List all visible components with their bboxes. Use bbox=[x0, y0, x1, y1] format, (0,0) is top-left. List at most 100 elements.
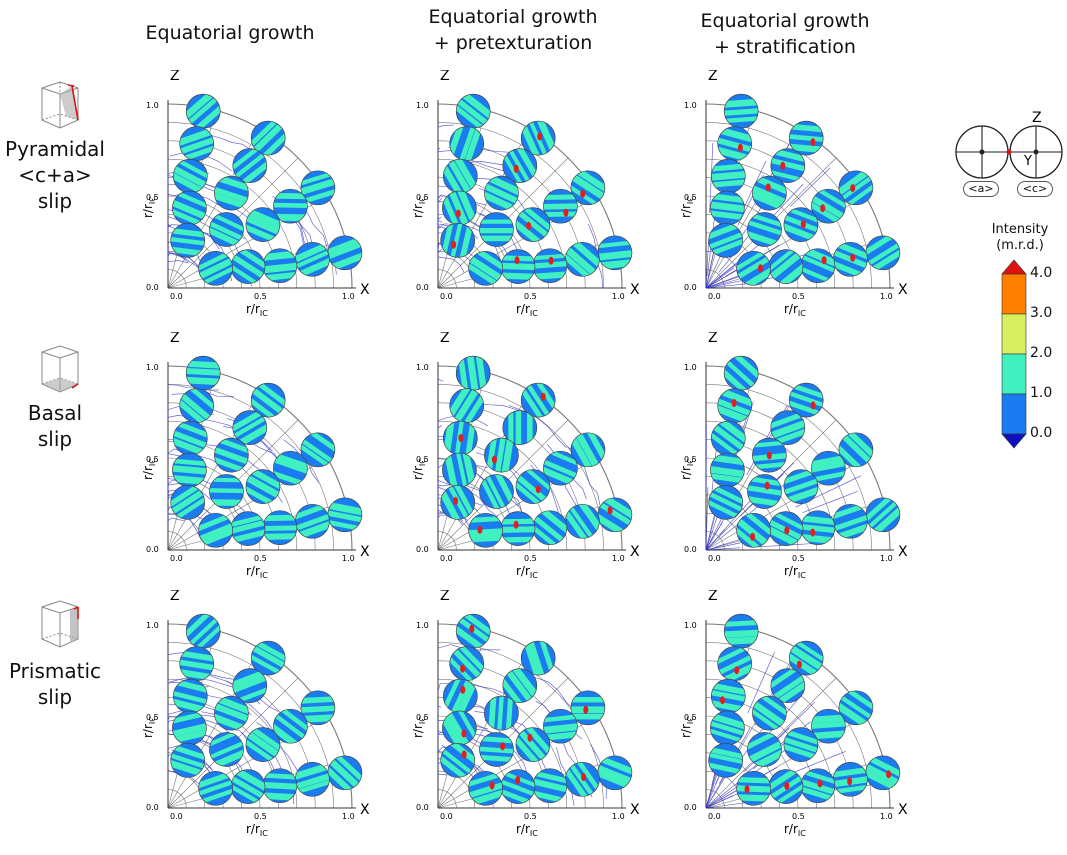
pf-key-c-label: <c> bbox=[1017, 181, 1053, 197]
x-tick-0: 0.0 bbox=[440, 292, 453, 301]
pf-key-z-label: Z bbox=[1032, 110, 1042, 126]
pole-figure bbox=[183, 356, 224, 390]
legend-title-line1: Intensity bbox=[975, 222, 1065, 238]
texture-maximum bbox=[526, 222, 531, 230]
column-title-2: Equatorial growth + pretexturation bbox=[393, 4, 633, 56]
x-axis-label: X bbox=[898, 282, 908, 298]
pole-figure bbox=[712, 645, 759, 686]
texture-maximum bbox=[515, 776, 520, 784]
z-axis-label: Z bbox=[708, 590, 718, 604]
colorbar-tick-label: 0.0 bbox=[1030, 425, 1052, 441]
texture-maximum bbox=[797, 661, 802, 669]
texture-maximum bbox=[820, 204, 825, 212]
texture-maximum bbox=[456, 210, 461, 218]
colorbar-segment bbox=[1002, 274, 1026, 314]
z-axis-label: Z bbox=[170, 70, 180, 84]
flow-line bbox=[438, 255, 464, 273]
x-tick-0: 0.0 bbox=[708, 812, 721, 821]
x-axis-label: X bbox=[630, 282, 640, 298]
colorbar-tick-label: 3.0 bbox=[1030, 305, 1052, 321]
texture-maximum bbox=[810, 138, 815, 146]
texture-maximum bbox=[563, 209, 568, 217]
origin-tick: 0.0 bbox=[146, 545, 159, 554]
pole-figure bbox=[167, 420, 213, 456]
origin-tick: 0.0 bbox=[146, 803, 159, 812]
texture-band bbox=[477, 236, 517, 242]
texture-maximum bbox=[810, 529, 815, 537]
pf-key-y-label: Y bbox=[1023, 154, 1032, 169]
origin-tick: 0.0 bbox=[684, 803, 697, 812]
x-tick-1: 1.0 bbox=[342, 292, 355, 301]
flow-line bbox=[438, 426, 442, 429]
flow-line bbox=[438, 774, 447, 777]
pole-figure bbox=[175, 127, 220, 162]
y-axis-title: r/rIC bbox=[141, 196, 157, 218]
texture-band bbox=[206, 488, 246, 493]
texture-maximum bbox=[784, 526, 789, 534]
texture-maximum bbox=[758, 264, 763, 272]
texture-maximum bbox=[453, 497, 458, 505]
pole-figure bbox=[721, 614, 762, 648]
y-axis-title: r/rIC bbox=[679, 196, 695, 218]
column-title-2-line1: Equatorial growth bbox=[393, 4, 633, 30]
pole-figure bbox=[206, 475, 246, 509]
x-tick-1: 1.0 bbox=[342, 812, 355, 821]
x-axis-title: r/rIC bbox=[246, 822, 268, 838]
pole-figure bbox=[859, 232, 906, 274]
row-label-1-line2: <c+a> bbox=[0, 162, 115, 188]
texture-maximum bbox=[766, 184, 771, 192]
row-label-1-line3: slip bbox=[0, 188, 115, 214]
column-title-1-line1: Equatorial growth bbox=[110, 20, 350, 46]
colorbar-tick-label: 4.0 bbox=[1030, 265, 1052, 281]
row-label-basal: Basal slip bbox=[0, 400, 115, 452]
row-label-pyramidal: Pyramidal <c+a> slip bbox=[0, 136, 115, 214]
texture-maximum bbox=[818, 779, 823, 787]
x-tick-0: 0.0 bbox=[440, 554, 453, 563]
origin-tick: 0.0 bbox=[146, 283, 159, 292]
flow-line bbox=[168, 518, 185, 524]
z-tick-1: 1.0 bbox=[684, 621, 697, 630]
texture-maximum bbox=[549, 257, 554, 265]
texture-maximum bbox=[750, 533, 755, 541]
texture-maximum bbox=[767, 451, 772, 459]
texture-maximum bbox=[514, 521, 519, 529]
pole-figure-key: Z Y bbox=[950, 108, 1067, 180]
pf-key-a-label: <a> bbox=[963, 181, 999, 197]
pole-figure bbox=[861, 494, 905, 537]
colorbar-tick-label: 1.0 bbox=[1030, 385, 1052, 401]
flow-line bbox=[168, 261, 188, 268]
x-axis-title: r/rIC bbox=[784, 302, 806, 318]
colorbar-segment bbox=[1002, 394, 1026, 434]
row-label-2-line1: Basal bbox=[0, 400, 115, 426]
row-label-2-line2: slip bbox=[0, 426, 115, 452]
pole-figure bbox=[167, 158, 212, 196]
pole-figure bbox=[175, 647, 218, 681]
texture-maximum bbox=[801, 220, 806, 228]
pole-figure bbox=[260, 511, 300, 545]
texture-band bbox=[260, 525, 300, 531]
pole-figure bbox=[168, 679, 213, 714]
hex-crystal-basal-icon bbox=[32, 342, 88, 398]
pole-figure bbox=[479, 468, 516, 513]
x-tick-0: 0.0 bbox=[708, 554, 721, 563]
pole-figure bbox=[829, 762, 872, 796]
x-axis-title: r/rIC bbox=[516, 822, 538, 838]
pole-figure bbox=[456, 352, 490, 395]
origin-tick: 0.0 bbox=[416, 803, 429, 812]
pole-figure bbox=[707, 159, 749, 193]
x-axis-title: r/rIC bbox=[246, 564, 268, 580]
column-title-3-line1: Equatorial growth bbox=[665, 8, 905, 34]
texture-maximum bbox=[460, 686, 465, 694]
pole-figure bbox=[259, 769, 300, 803]
z-tick-1: 1.0 bbox=[684, 101, 697, 110]
texture-maximum bbox=[811, 401, 816, 409]
texture-maximum bbox=[734, 666, 739, 674]
pole-figure bbox=[562, 497, 605, 544]
texture-maximum bbox=[745, 785, 750, 793]
x-tick-0: 0.0 bbox=[170, 292, 183, 301]
x-tick-1: 1.0 bbox=[880, 554, 893, 563]
z-tick-1: 1.0 bbox=[146, 363, 159, 372]
